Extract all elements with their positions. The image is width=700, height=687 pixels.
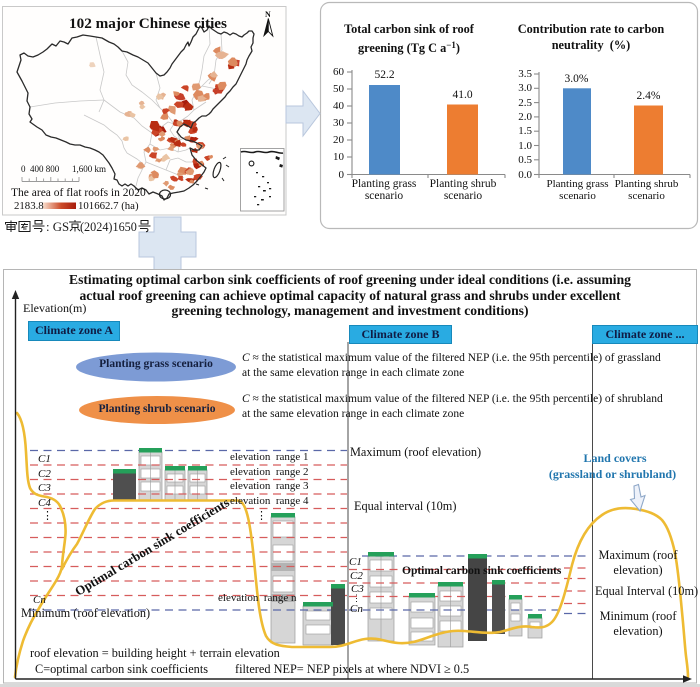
svg-text:: GS: : GS	[46, 220, 69, 234]
svg-text:(2024)1650: (2024)1650	[80, 220, 137, 234]
